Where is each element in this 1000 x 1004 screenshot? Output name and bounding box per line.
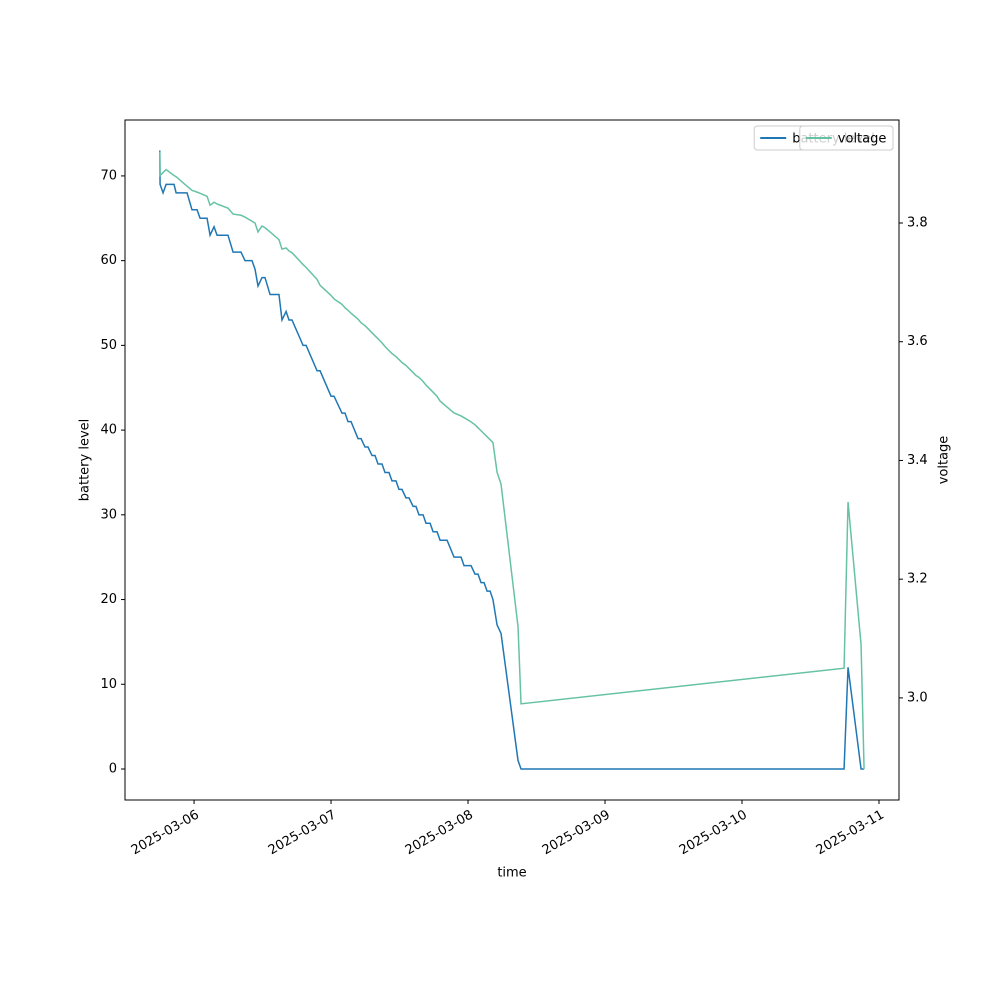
y-axis-label: battery level xyxy=(78,419,93,502)
y-tick-label: 40 xyxy=(100,423,117,438)
legend-box xyxy=(799,125,894,151)
y2-tick-label: 3.0 xyxy=(907,690,928,705)
y-tick-label: 20 xyxy=(100,592,117,607)
y2-tick-label: 3.2 xyxy=(907,572,928,587)
x-tick-label: 2025-03-10 xyxy=(677,808,750,859)
plot-frame xyxy=(124,119,900,801)
y-tick-label: 50 xyxy=(100,338,117,353)
x-tick-label: 2025-03-09 xyxy=(540,808,613,859)
y-tick-label: 60 xyxy=(100,253,117,268)
y-tick-label: 0 xyxy=(109,761,117,776)
x-axis-label: time xyxy=(497,866,526,881)
y2-axis-label: voltage xyxy=(937,436,952,485)
y2-tick-label: 3.8 xyxy=(907,215,928,230)
y-tick-label: 30 xyxy=(100,507,117,522)
x-tick-label: 2025-03-11 xyxy=(814,808,887,859)
series-line xyxy=(159,151,865,770)
x-tick-label: 2025-03-06 xyxy=(129,808,202,859)
y2-tick-label: 3.6 xyxy=(907,334,928,349)
x-tick-label: 2025-03-08 xyxy=(403,808,476,859)
legend-label: voltage xyxy=(838,132,887,147)
y-tick-label: 70 xyxy=(100,168,117,183)
y2-tick-label: 3.4 xyxy=(907,453,928,468)
y-tick-label: 10 xyxy=(100,677,117,692)
series-line xyxy=(159,150,865,770)
x-tick-label: 2025-03-07 xyxy=(266,808,339,859)
